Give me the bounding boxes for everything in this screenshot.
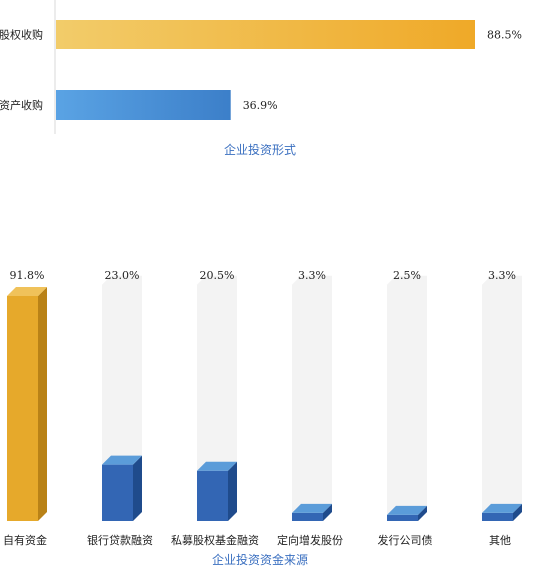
chart-title: 企业投资形式 (224, 142, 296, 157)
bar (482, 512, 513, 521)
data-label: 36.9% (243, 99, 278, 112)
chart-title: 企业投资资金来源 (212, 552, 308, 567)
bar-side (323, 503, 332, 521)
data-label: 2.5% (393, 269, 421, 282)
bar-cap (387, 505, 427, 515)
data-label: 91.8% (10, 269, 45, 282)
bar (292, 512, 323, 521)
bar-track (197, 275, 237, 521)
data-label: 3.3% (488, 269, 516, 282)
bar-group: 3.3% 定向增发股份 (277, 269, 343, 547)
category-label: 发行公司债 (378, 533, 433, 547)
bar-group: 2.5% 发行公司债 (378, 269, 433, 547)
bar-group: 20.5% 私募股权基金融资 (171, 269, 259, 547)
bar-side (38, 287, 47, 521)
bar-track (387, 275, 427, 521)
data-label: 88.5% (487, 29, 522, 42)
bar-cap (482, 503, 522, 513)
bar-track (482, 275, 522, 521)
bar (102, 464, 133, 521)
bar (56, 20, 475, 49)
bar-side (228, 461, 237, 521)
bar-cap (7, 287, 47, 296)
category-label: 银行贷款融资 (87, 533, 153, 547)
bar-side (418, 505, 427, 521)
vertical-bar-chart: 91.8% 自有资金 23.0% 银行贷款融资 20.5% 私募股权基金融资 3.3% 定向增… (3, 269, 522, 567)
bar (387, 514, 418, 521)
bar-side (133, 455, 142, 521)
data-label: 23.0% (105, 269, 140, 282)
bar-group: 资产收购 36.9% (0, 90, 278, 120)
bar-group: 91.8% 自有资金 (3, 269, 47, 547)
horizontal-bar-chart: 股权收购 88.5% 资产收购 36.9% 企业投资形式 (0, 0, 522, 157)
bar-side (513, 503, 522, 521)
bar-track (292, 275, 332, 521)
bar-group: 3.3% 其他 (482, 269, 522, 547)
data-label: 20.5% (200, 269, 235, 282)
category-label: 私募股权基金融资 (171, 533, 259, 547)
bar-group: 股权收购 88.5% (0, 20, 522, 49)
bar-cap (292, 503, 332, 513)
category-label: 资产收购 (0, 98, 43, 112)
category-label: 定向增发股份 (277, 533, 343, 547)
bar (197, 470, 228, 521)
category-label: 股权收购 (0, 28, 43, 42)
category-label: 自有资金 (3, 533, 47, 547)
data-label: 3.3% (298, 269, 326, 282)
bar (56, 90, 231, 120)
category-label: 其他 (489, 534, 511, 547)
bar-group: 23.0% 银行贷款融资 (87, 269, 153, 547)
bar-cap (102, 455, 142, 465)
bar (7, 296, 38, 521)
bar-cap (197, 461, 237, 471)
